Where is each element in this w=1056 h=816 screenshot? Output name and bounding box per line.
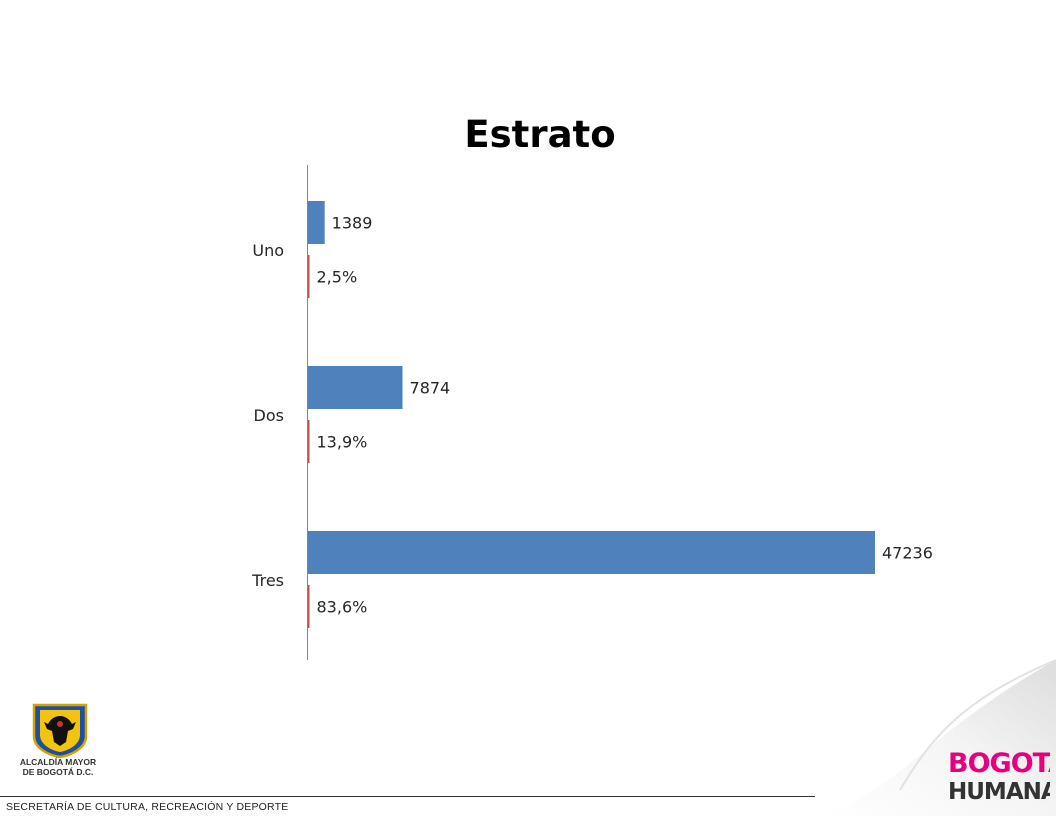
chart-title: Estrato	[464, 113, 615, 156]
category-label: Dos	[254, 406, 284, 425]
bar-count	[308, 531, 875, 574]
footer-secretariat: SECRETARÍA DE CULTURA, RECREACIÓN Y DEPO…	[6, 801, 289, 813]
data-label-percent: 13,9%	[317, 433, 368, 452]
category-label: Tres	[251, 571, 284, 590]
category-label: Uno	[252, 241, 284, 260]
bogota-humana-logo: BOGOTÁ HUMANA	[948, 747, 1050, 805]
data-label-count: 7874	[410, 379, 451, 398]
bar-percent	[308, 585, 310, 628]
bar-percent	[308, 255, 310, 298]
bar-percent	[308, 420, 310, 463]
data-label-percent: 83,6%	[317, 598, 368, 617]
bars-group: Uno 1389 2,5% Dos 7874 13,9% Tres 47236 83,6%	[251, 201, 933, 628]
org-name-line2: DE BOGOTÁ D.C.	[22, 767, 94, 777]
coat-of-arms-logo	[20, 702, 100, 782]
brand-line2: HUMANA	[948, 779, 1050, 805]
bar-count	[308, 201, 325, 244]
data-label-count: 47236	[882, 544, 933, 563]
data-label-count: 1389	[332, 214, 373, 233]
chart: Estrato Uno 1389 2,5% Dos 7874 13,9% Tres 47236…	[251, 113, 933, 660]
footer-divider	[0, 796, 815, 797]
bar-count	[308, 366, 403, 409]
org-name-line1: ALCALDÍA MAYOR	[19, 757, 97, 767]
data-label-percent: 2,5%	[317, 268, 358, 287]
brand-line1: BOGOTÁ	[948, 747, 1050, 779]
